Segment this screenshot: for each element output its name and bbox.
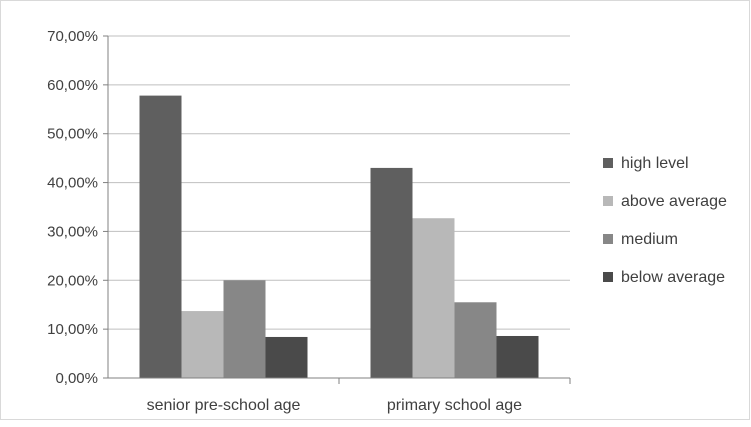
gridlines [108,35,570,330]
y-tick-label: 0,00% [55,370,98,387]
y-tick-label: 50,00% [47,126,98,143]
bar [412,218,455,378]
x-category-label: primary school age [387,397,522,414]
legend-label: below average [621,269,725,286]
legend-swatch [603,196,613,206]
y-tick-label: 10,00% [47,321,98,338]
bar [181,311,224,378]
legend-swatch [603,234,613,244]
bar [139,95,182,378]
x-category-label: senior pre-school age [147,397,301,414]
bar [370,167,413,378]
bar [223,280,266,378]
legend-swatch [603,272,613,282]
y-tick-label: 60,00% [47,77,98,94]
y-tick-label: 40,00% [47,175,98,192]
bar [265,336,308,378]
y-tick-label: 70,00% [47,28,98,45]
bar [496,335,539,378]
bar [454,302,497,378]
y-tick-label: 30,00% [47,223,98,240]
axes: 0,00% 10,00% 20,00% 30,00% 40,00% 50,00% 60,00… [47,28,571,414]
legend-label: high level [621,155,689,172]
y-tick-label: 20,00% [47,272,98,289]
legend: high level above average medium below avera… [603,155,727,286]
legend-label: above average [621,193,727,210]
legend-swatch [603,158,613,168]
legend-label: medium [621,231,678,248]
bars [139,95,539,378]
